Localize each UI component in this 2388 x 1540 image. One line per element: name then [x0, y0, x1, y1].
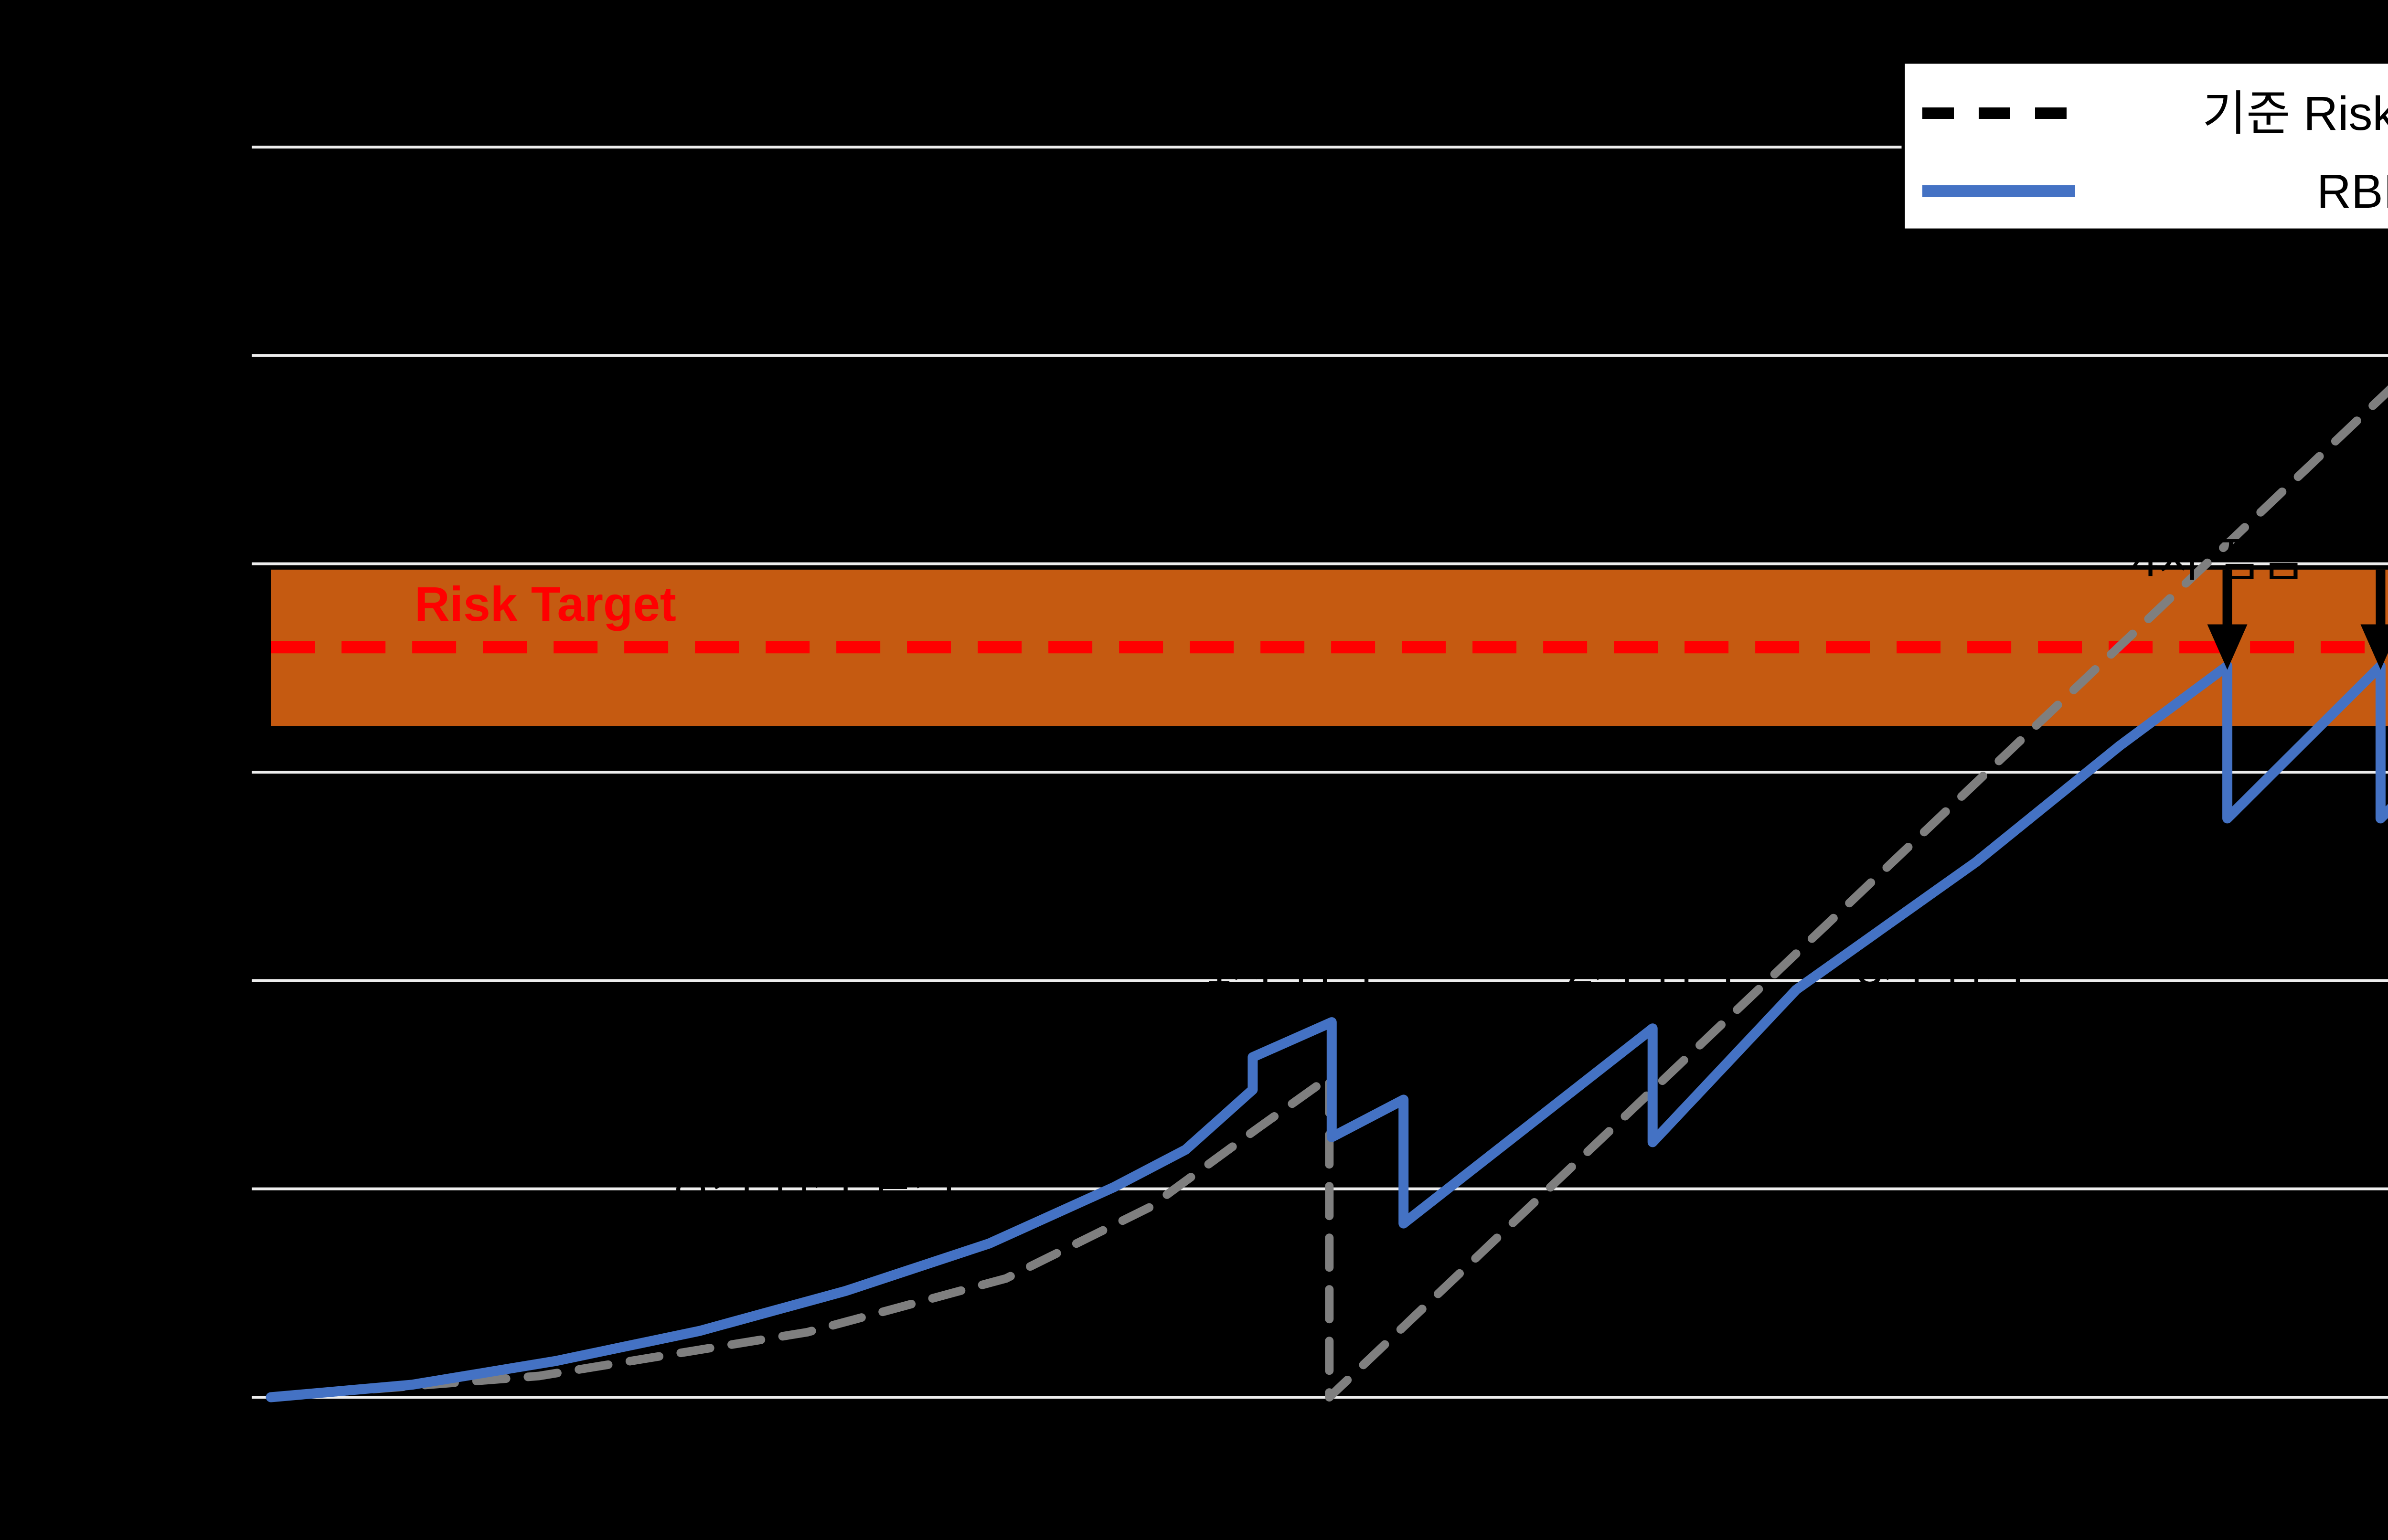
inspection-arrow-head	[2360, 624, 2388, 670]
legend: 기준 Risk Curve RBI Curve	[1901, 60, 2388, 232]
inspection-arrow-head	[2207, 624, 2248, 670]
curves-layer	[266, 385, 2388, 1402]
rbi-curve	[266, 661, 2388, 1402]
risk-target-band	[271, 569, 2388, 726]
hidden-annotation: 1차 검사	[1205, 942, 1376, 995]
risk-target-band-layer	[271, 569, 2388, 726]
baseline-risk-curve	[267, 385, 2388, 1402]
inspection-arrows-layer	[2207, 569, 2388, 670]
legend-box	[1901, 60, 2388, 232]
legend-label-rbi: RBI Curve	[2317, 165, 2388, 218]
hidden-annotation: 2차 검사	[1567, 942, 1738, 995]
hidden-annotation: 4차 점검	[2132, 533, 2303, 586]
hidden-annotation: 정기 검사 실시	[667, 1150, 957, 1204]
risk-target-label: Risk Target	[415, 577, 676, 631]
hidden-annotation: 3차 검사	[1856, 942, 2028, 995]
legend-label-baseline: 기준 Risk Curve	[2202, 87, 2388, 140]
